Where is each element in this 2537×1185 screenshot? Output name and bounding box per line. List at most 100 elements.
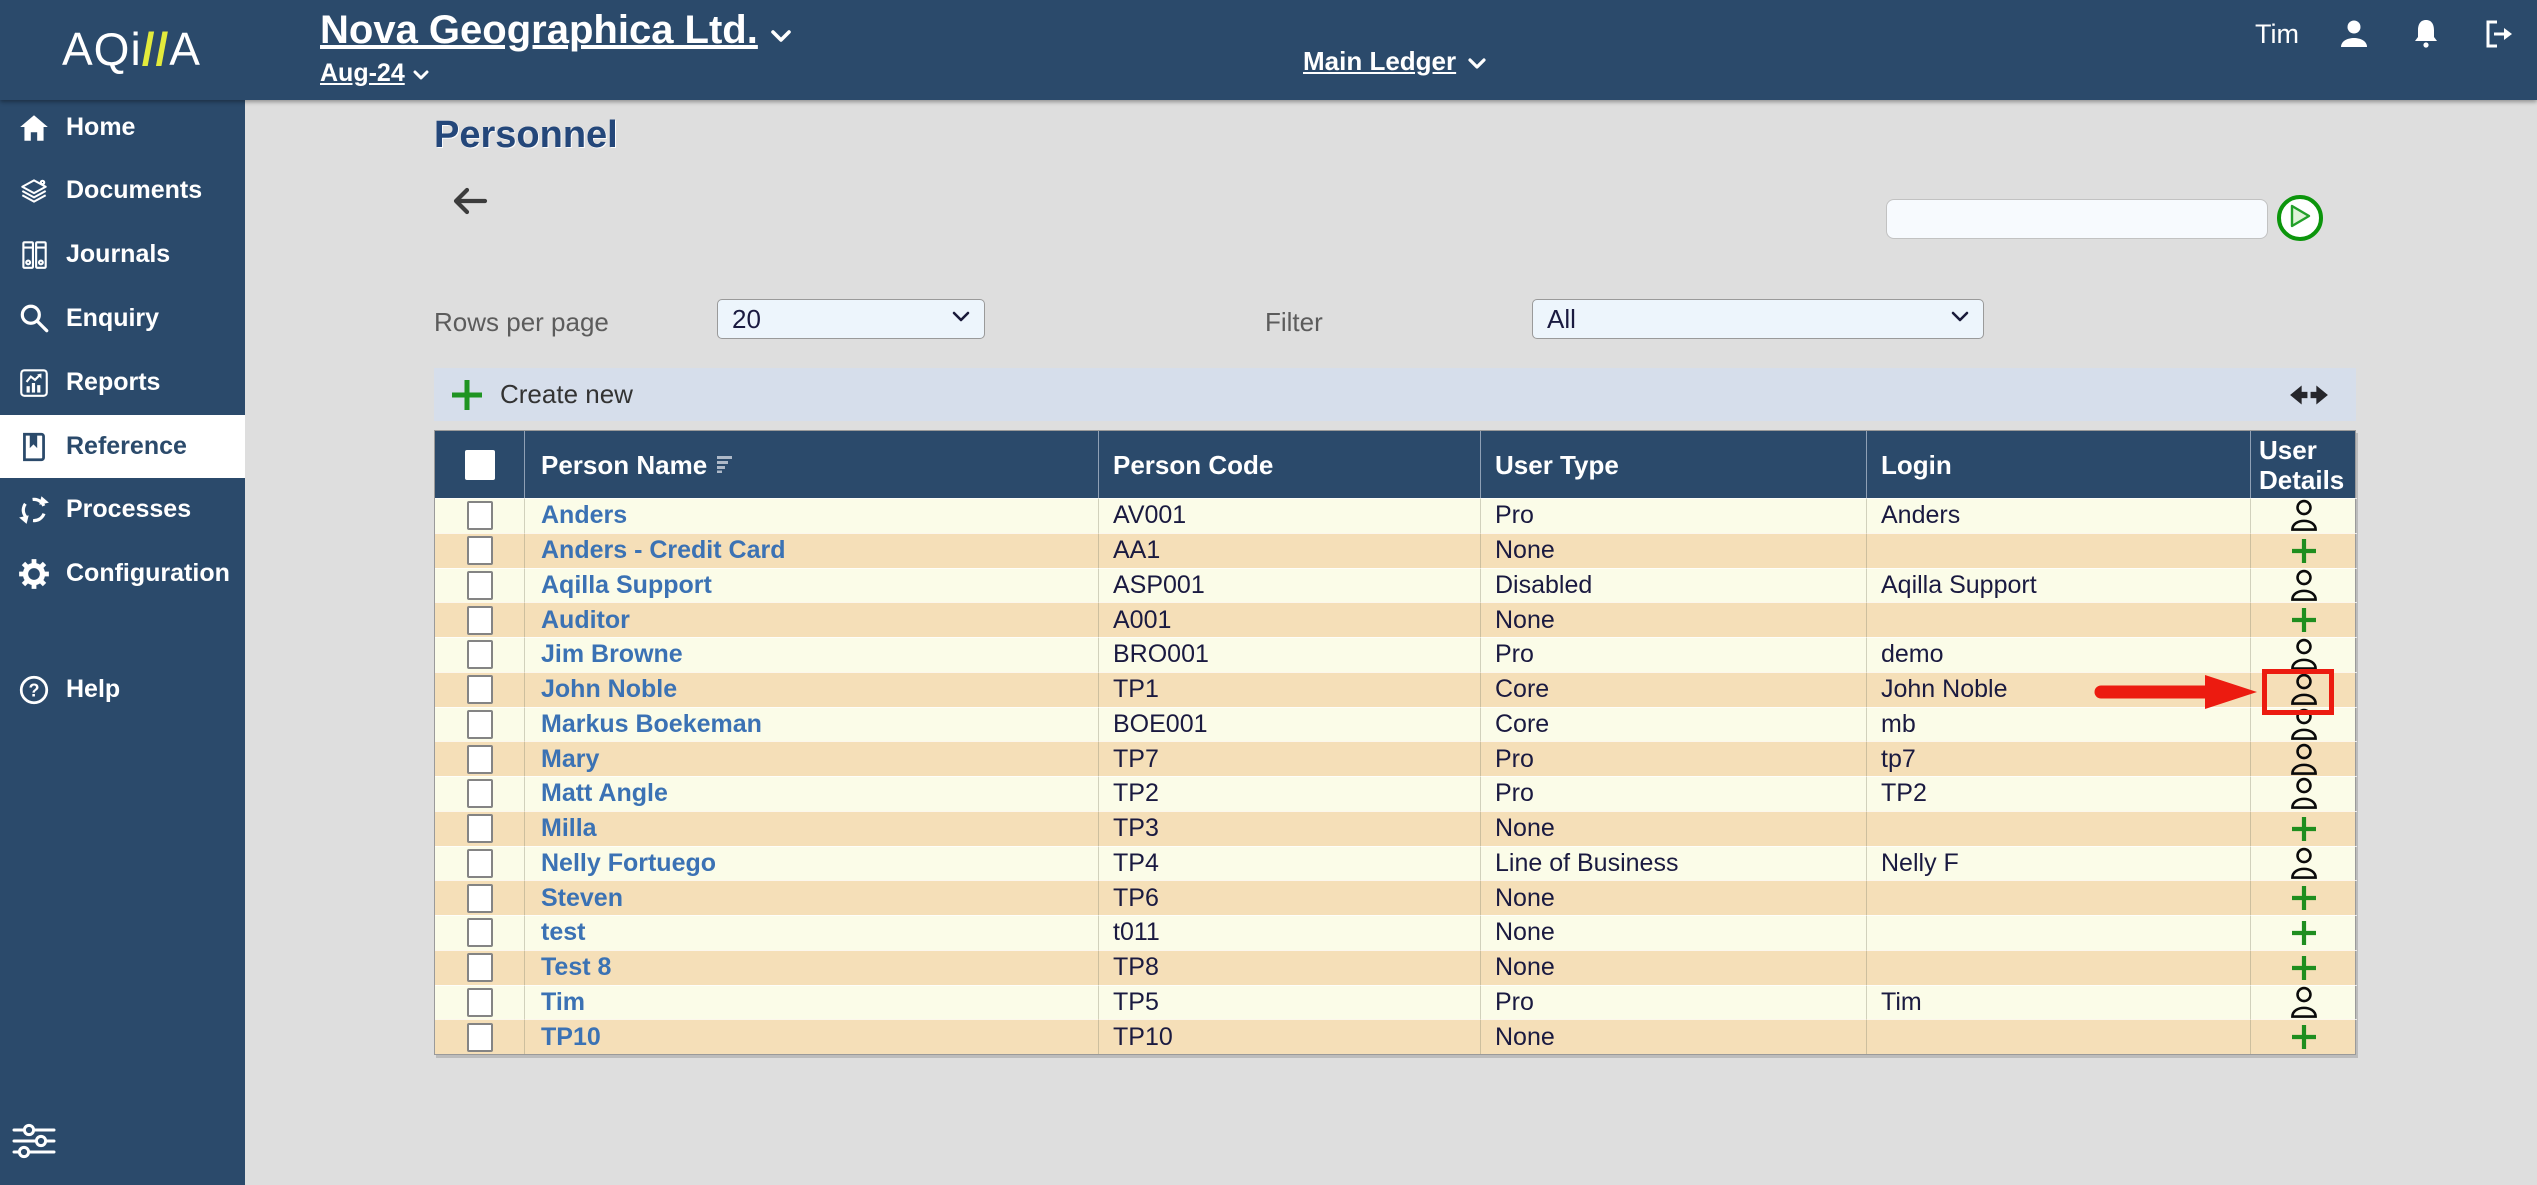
row-checkbox[interactable] (467, 1023, 493, 1052)
person-name-link[interactable]: test (541, 918, 585, 947)
person-code-cell: TP6 (1099, 880, 1481, 915)
column-header-user-details[interactable]: User Details (2251, 431, 2357, 498)
row-checkbox[interactable] (467, 953, 493, 982)
column-header-user-type[interactable]: User Type (1481, 431, 1867, 498)
person-name-link[interactable]: Anders - Credit Card (541, 536, 785, 565)
row-checkbox[interactable] (467, 536, 493, 565)
row-checkbox[interactable] (467, 606, 493, 635)
column-resize-icon[interactable] (2288, 382, 2330, 413)
plus-icon[interactable] (450, 378, 484, 412)
person-name-link[interactable]: Aqilla Support (541, 571, 712, 600)
search-go-button[interactable] (2277, 195, 2323, 241)
table-row: Test 8TP8None (435, 950, 2355, 985)
row-checkbox[interactable] (467, 779, 493, 808)
sidebar-item-documents[interactable]: Documents (0, 159, 245, 222)
add-user-details-icon[interactable] (2290, 884, 2318, 912)
row-checkbox[interactable] (467, 571, 493, 600)
row-select-cell (435, 498, 525, 533)
add-user-details-icon[interactable] (2290, 606, 2318, 634)
user-details-icon[interactable] (2289, 638, 2319, 671)
row-checkbox[interactable] (467, 675, 493, 704)
sidebar-item-journals[interactable]: Journals (0, 223, 245, 286)
person-name-cell: Tim (525, 985, 1099, 1020)
person-name-cell: TP10 (525, 1019, 1099, 1054)
add-user-details-icon[interactable] (2290, 815, 2318, 843)
row-checkbox[interactable] (467, 988, 493, 1017)
period-selector[interactable]: Aug-24 (320, 59, 792, 88)
user-details-icon[interactable] (2289, 847, 2319, 880)
person-name-link[interactable]: Test 8 (541, 953, 611, 982)
row-select-cell (435, 741, 525, 776)
person-name-link[interactable]: Matt Angle (541, 779, 668, 808)
table-row: Nelly FortuegoTP4Line of BusinessNelly F (435, 846, 2355, 881)
filter-select[interactable]: All (1532, 299, 1984, 339)
row-checkbox[interactable] (467, 710, 493, 739)
row-select-cell (435, 533, 525, 568)
user-icon[interactable] (2337, 17, 2371, 51)
select-all-checkbox[interactable] (465, 450, 495, 480)
person-name-link[interactable]: Tim (541, 988, 585, 1017)
table-row: MillaTP3None (435, 811, 2355, 846)
person-code-cell: TP8 (1099, 950, 1481, 985)
rows-per-page-select[interactable]: 20 (717, 299, 985, 339)
user-details-icon[interactable] (2289, 743, 2319, 776)
sidebar-item-processes[interactable]: Processes (0, 478, 245, 541)
row-checkbox[interactable] (467, 501, 493, 530)
user-details-cell (2251, 498, 2357, 533)
person-name-link[interactable]: Nelly Fortuego (541, 849, 716, 878)
person-name-link[interactable]: Anders (541, 501, 627, 530)
user-details-icon[interactable] (2289, 499, 2319, 532)
sliders-icon[interactable] (12, 1122, 56, 1165)
user-details-icon[interactable] (2289, 986, 2319, 1019)
ledger-selector[interactable]: Main Ledger (1303, 46, 1486, 77)
add-user-details-icon[interactable] (2290, 919, 2318, 947)
create-new-button[interactable]: Create new (500, 379, 633, 410)
sidebar-item-configuration[interactable]: Configuration (0, 542, 245, 605)
row-checkbox[interactable] (467, 640, 493, 669)
user-type-cell: Line of Business (1481, 846, 1867, 881)
person-name-cell: Aqilla Support (525, 568, 1099, 603)
search-input[interactable] (1886, 199, 2268, 239)
person-name-link[interactable]: Milla (541, 814, 597, 843)
user-details-icon[interactable] (2289, 569, 2319, 602)
person-name-link[interactable]: Mary (541, 745, 599, 774)
column-header-login[interactable]: Login (1867, 431, 2251, 498)
company-selector[interactable]: Nova Geographica Ltd. (320, 8, 792, 53)
user-details-icon[interactable] (2289, 777, 2319, 810)
back-button[interactable] (450, 185, 490, 220)
row-select-cell (435, 568, 525, 603)
person-name-cell: Auditor (525, 602, 1099, 637)
add-user-details-icon[interactable] (2290, 537, 2318, 565)
add-user-details-icon[interactable] (2290, 954, 2318, 982)
user-details-cell (2251, 741, 2357, 776)
row-checkbox[interactable] (467, 918, 493, 947)
row-checkbox[interactable] (467, 849, 493, 878)
table-row: Jim BrowneBRO001Prodemo (435, 637, 2355, 672)
login-cell: Aqilla Support (1867, 568, 2251, 603)
column-header-person-name[interactable]: Person Name (525, 431, 1099, 498)
person-name-link[interactable]: Markus Boekeman (541, 710, 762, 739)
person-name-link[interactable]: John Noble (541, 675, 677, 704)
bell-icon[interactable] (2409, 17, 2443, 51)
sidebar-item-enquiry[interactable]: Enquiry (0, 287, 245, 350)
person-name-cell: Anders (525, 498, 1099, 533)
column-header-person-code[interactable]: Person Code (1099, 431, 1481, 498)
row-checkbox[interactable] (467, 745, 493, 774)
sidebar-item-help[interactable]: ? Help (0, 658, 245, 721)
person-name-link[interactable]: Jim Browne (541, 640, 683, 669)
person-name-link[interactable]: Steven (541, 884, 623, 913)
row-checkbox[interactable] (467, 814, 493, 843)
person-code-cell: TP10 (1099, 1019, 1481, 1054)
user-details-cell (2251, 950, 2357, 985)
person-name-link[interactable]: Auditor (541, 606, 630, 635)
user-details-cell (2251, 846, 2357, 881)
sidebar-item-reports[interactable]: Reports (0, 351, 245, 414)
person-name-link[interactable]: TP10 (541, 1023, 601, 1052)
logout-icon[interactable] (2481, 17, 2515, 51)
svg-text:?: ? (28, 680, 39, 700)
sidebar-item-reference[interactable]: Reference (0, 415, 245, 478)
sidebar-item-home[interactable]: Home (0, 96, 245, 159)
user-area: Tim (2255, 10, 2515, 58)
add-user-details-icon[interactable] (2290, 1023, 2318, 1051)
row-checkbox[interactable] (467, 884, 493, 913)
